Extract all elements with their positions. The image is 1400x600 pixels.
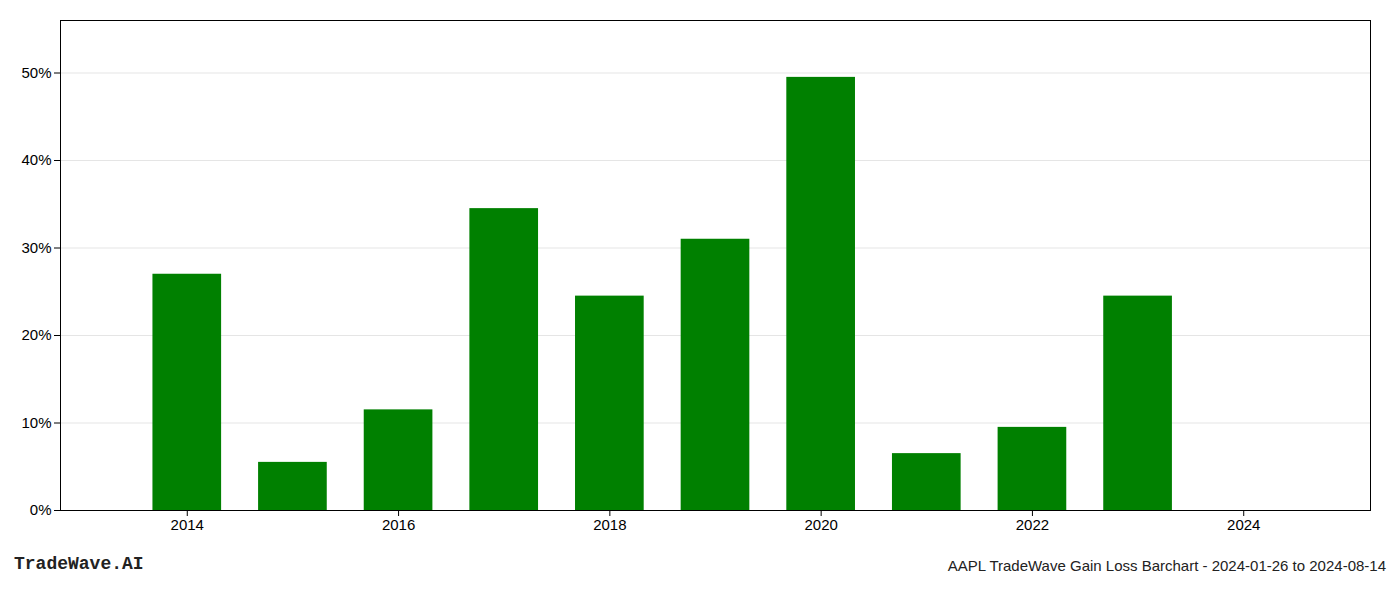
svg-text:2024: 2024 [1227, 516, 1260, 533]
svg-text:30%: 30% [21, 239, 51, 256]
svg-text:2018: 2018 [593, 516, 626, 533]
svg-text:2016: 2016 [382, 516, 415, 533]
svg-text:10%: 10% [21, 414, 51, 431]
html-text:AAPL TradeWave Gain Loss Barch: AAPL TradeWave Gain Loss Barchart - 2024… [947, 557, 1386, 574]
svg-text:2014: 2014 [171, 516, 204, 533]
svg-text:0%: 0% [30, 501, 52, 518]
html-text:TradeWave.AI: TradeWave.AI [14, 554, 144, 574]
svg-text:20%: 20% [21, 326, 51, 343]
svg-text:2022: 2022 [1016, 516, 1049, 533]
svg-text:50%: 50% [21, 64, 51, 81]
svg-text:40%: 40% [21, 151, 51, 168]
svg-text:2020: 2020 [804, 516, 837, 533]
